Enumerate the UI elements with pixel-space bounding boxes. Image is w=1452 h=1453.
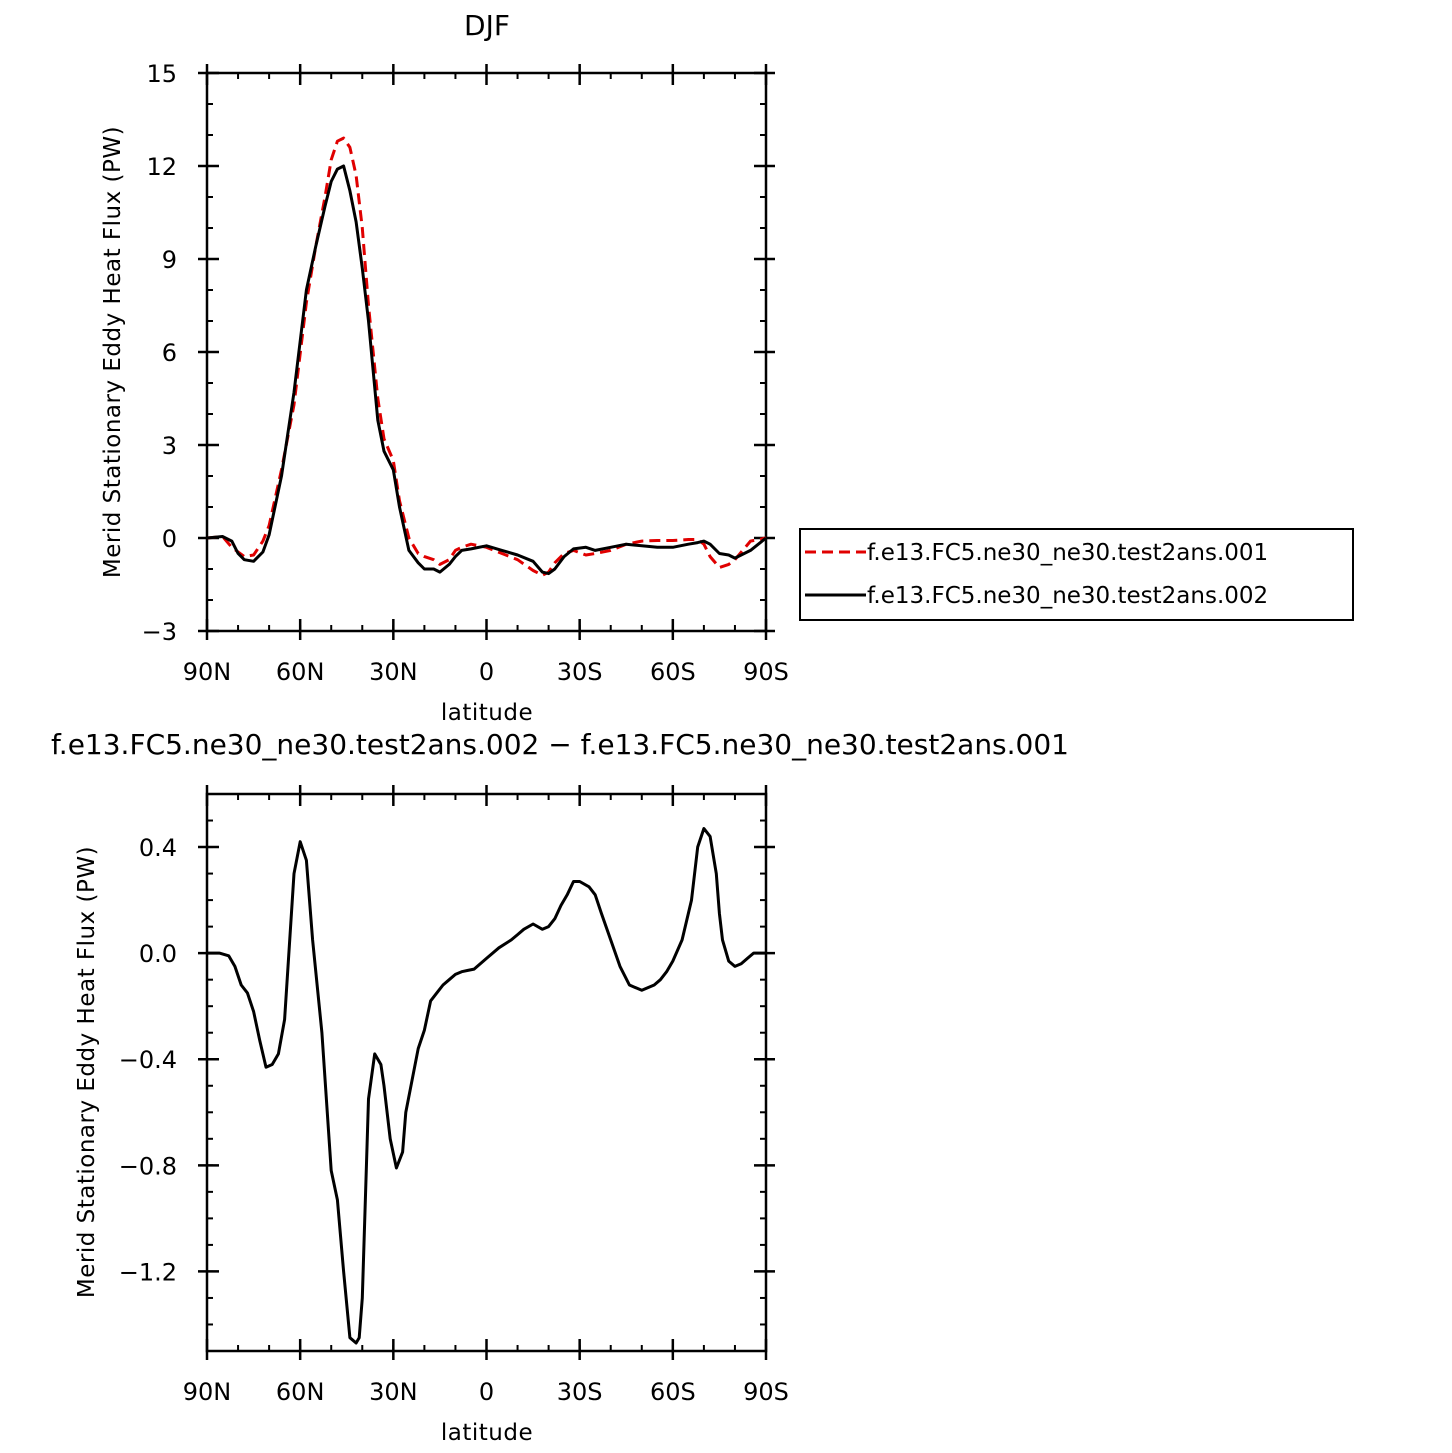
y-tick-label: 9 (162, 246, 177, 274)
series-line-difference (207, 827, 766, 1345)
y-tick-label: 0.0 (139, 940, 177, 968)
y-tick-label: −1.2 (119, 1258, 177, 1286)
x-tick-label: 30N (369, 1378, 418, 1406)
x-tick-label: 30S (557, 1378, 603, 1406)
x-tick-label: 90S (743, 1378, 789, 1406)
y-tick-label: 0.4 (139, 834, 177, 862)
top-axes: 90N 60N 30N 0 30S 60S 90S −3 0 3 6 9 12 15 (142, 60, 789, 686)
series-line-002 (207, 164, 766, 576)
x-tick-label: 0 (479, 1378, 494, 1406)
legend-box (799, 528, 1354, 621)
x-tick-label: 90N (183, 658, 232, 686)
y-tick-label: −0.4 (119, 1046, 177, 1074)
y-tick-label: 3 (162, 432, 177, 460)
x-tick-label: 90S (743, 658, 789, 686)
x-tick-label: 60N (276, 658, 325, 686)
x-tick-label: 60S (650, 658, 696, 686)
y-tick-label: 15 (146, 60, 177, 88)
x-tick-label: 60S (650, 1378, 696, 1406)
x-tick-label: 30N (369, 658, 418, 686)
x-tick-label: 30S (557, 658, 603, 686)
top-y-axis-label: Merid Stationary Eddy Heat Flux (PW) (100, 126, 126, 578)
legend: f.e13.FC5.ne30_ne30.test2ans.001 f.e13.F… (799, 528, 1354, 621)
top-panel: DJF 90N 60N 30N 0 30S 60S 90S −3 0 3 6 9 12 15 latitu… (100, 9, 789, 726)
y-tick-label: −3 (142, 618, 177, 646)
bottom-y-axis-label: Merid Stationary Eddy Heat Flux (PW) (74, 846, 100, 1298)
bottom-axes: 90N 60N 30N 0 30S 60S 90S −1.2 −0.8 −0.4 0.0 0.4 (119, 785, 789, 1406)
y-tick-label: −0.8 (119, 1152, 177, 1180)
x-tick-label: 90N (183, 1378, 232, 1406)
legend-label-series-001: f.e13.FC5.ne30_ne30.test2ans.001 (867, 540, 1268, 566)
top-panel-title: DJF (464, 9, 510, 42)
legend-label-series-002: f.e13.FC5.ne30_ne30.test2ans.002 (867, 583, 1268, 609)
series-line-001 (207, 136, 766, 577)
top-x-axis-label: latitude (441, 700, 533, 726)
y-tick-label: 0 (162, 525, 177, 553)
y-tick-label: 6 (162, 339, 177, 367)
bottom-panel-title: f.e13.FC5.ne30_ne30.test2ans.002 − f.e13… (51, 728, 1069, 761)
x-tick-label: 60N (276, 1378, 325, 1406)
plot-frame (205, 792, 768, 1353)
bottom-x-axis-label: latitude (441, 1420, 533, 1446)
x-tick-label: 0 (479, 658, 494, 686)
y-tick-label: 12 (146, 153, 177, 181)
bottom-panel: f.e13.FC5.ne30_ne30.test2ans.002 − f.e13… (51, 728, 1069, 1446)
